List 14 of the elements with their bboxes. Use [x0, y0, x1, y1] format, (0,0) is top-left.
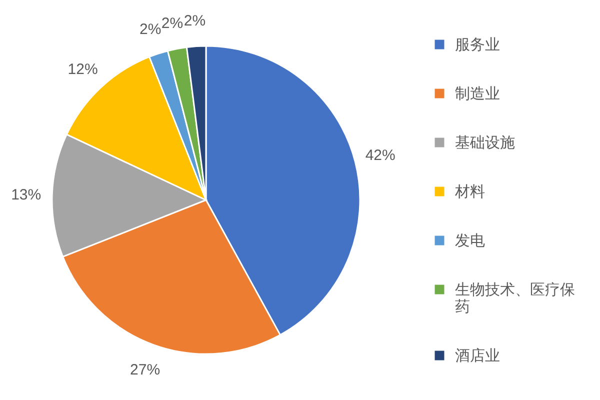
data-label: 27%	[130, 361, 160, 378]
legend-label: 发电	[455, 232, 485, 250]
data-label: 2%	[140, 20, 162, 38]
data-label: 2%	[161, 15, 184, 32]
legend-label: 服务业	[455, 36, 500, 54]
legend-label: 制造业	[455, 84, 500, 102]
legend-label: 酒店业	[455, 346, 500, 364]
legend-label: 基础设施	[455, 134, 515, 152]
legend-label: 生物技术、医疗保药	[455, 280, 575, 316]
legend-label: 材料	[454, 182, 485, 200]
data-label: 2%	[184, 12, 206, 30]
data-label: 13%	[11, 186, 42, 204]
data-label: 42%	[365, 147, 396, 164]
data-label: 12%	[68, 60, 98, 78]
